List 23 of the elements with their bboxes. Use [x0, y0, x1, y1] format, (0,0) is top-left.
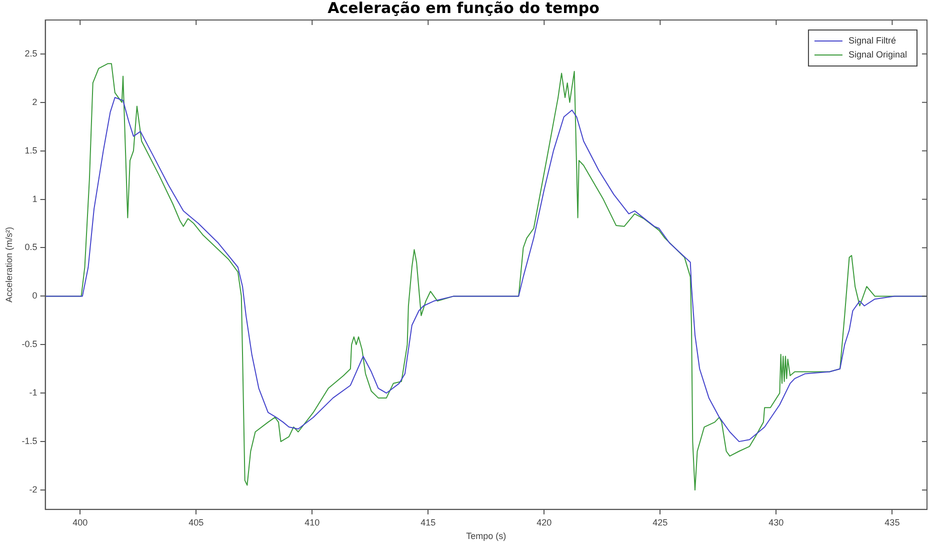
- y-axis-title: Acceleration (m/s²): [4, 226, 14, 302]
- legend-label: Signal Original: [848, 49, 907, 60]
- x-axis-title: Tempo (s): [466, 531, 506, 542]
- x-tick-label: 415: [420, 517, 436, 528]
- y-tick-label: 2.5: [24, 48, 38, 58]
- x-tick-label: 400: [72, 517, 88, 528]
- x-tick-label: 425: [652, 517, 668, 528]
- y-tick-label: -1: [29, 388, 38, 398]
- y-tick-label: -0.5: [22, 339, 38, 350]
- x-tick-label: 410: [304, 517, 320, 528]
- x-tick-label: 435: [884, 517, 900, 528]
- y-tick-label: 2: [32, 96, 38, 107]
- y-tick-label: 0: [32, 290, 38, 301]
- y-tick-label: -2: [29, 484, 38, 494]
- y-tick-label: -1.5: [22, 436, 38, 446]
- y-tick-label: 1: [32, 194, 38, 204]
- chart-title: Aceleração em função do tempo: [328, 0, 600, 17]
- y-tick-label: 0.5: [24, 242, 38, 252]
- x-tick-label: 420: [536, 517, 552, 528]
- legend-label: Signal Filtré: [848, 35, 896, 46]
- x-tick-label: 430: [768, 517, 784, 528]
- y-tick-label: 1.5: [24, 145, 38, 156]
- x-tick-label: 405: [188, 517, 204, 528]
